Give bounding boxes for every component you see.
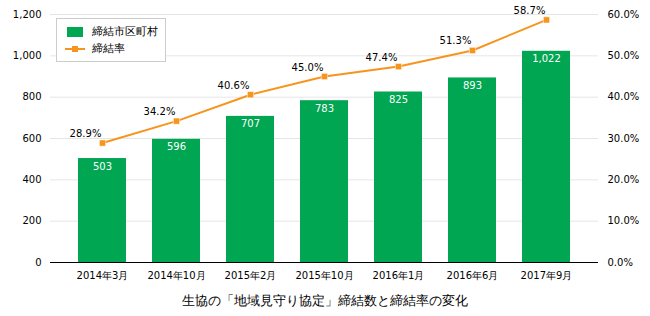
svg-text:45.0%: 45.0% [292, 62, 324, 73]
svg-text:1,022: 1,022 [532, 53, 561, 64]
svg-text:2014年3月: 2014年3月 [77, 270, 129, 281]
svg-text:40.0%: 40.0% [608, 91, 640, 102]
svg-text:2015年2月: 2015年2月 [225, 270, 277, 281]
svg-text:0: 0 [35, 257, 41, 268]
svg-text:20.0%: 20.0% [608, 174, 640, 185]
svg-text:400: 400 [22, 174, 41, 185]
svg-text:600: 600 [22, 133, 41, 144]
svg-text:40.6%: 40.6% [218, 80, 250, 91]
svg-text:893: 893 [463, 80, 482, 91]
svg-text:1,000: 1,000 [13, 50, 42, 61]
html-text:締結市区町村: 締結市区町村 [92, 25, 158, 38]
svg-text:596: 596 [167, 141, 186, 152]
svg-text:28.9%: 28.9% [70, 128, 102, 139]
svg-text:2014年10月: 2014年10月 [147, 270, 205, 281]
svg-text:30.0%: 30.0% [608, 133, 640, 144]
svg-text:1,200: 1,200 [13, 9, 42, 20]
svg-text:503: 503 [93, 161, 112, 172]
svg-text:2015年10月: 2015年10月 [295, 270, 353, 281]
svg-text:10.0%: 10.0% [608, 215, 640, 226]
svg-text:58.7%: 58.7% [514, 5, 546, 16]
svg-text:2016年1月: 2016年1月 [373, 270, 425, 281]
svg-text:47.4%: 47.4% [366, 52, 398, 63]
svg-text:825: 825 [389, 94, 408, 105]
svg-text:800: 800 [22, 91, 41, 102]
svg-text:51.3%: 51.3% [440, 35, 472, 46]
svg-text:2016年6月: 2016年6月 [447, 270, 499, 281]
svg-text:2017年9月: 2017年9月 [521, 270, 573, 281]
svg-text:783: 783 [315, 103, 334, 114]
svg-text:60.0%: 60.0% [608, 9, 640, 20]
html-text:締結率: 締結率 [92, 42, 125, 55]
svg-text:0.0%: 0.0% [608, 257, 633, 268]
svg-text:34.2%: 34.2% [144, 106, 176, 117]
svg-text:707: 707 [241, 118, 260, 129]
svg-text:50.0%: 50.0% [608, 50, 640, 61]
svg-text:200: 200 [22, 215, 41, 226]
html-text:生協の「地域見守り協定」締結数と締結率の変化: 生協の「地域見守り協定」締結数と締結率の変化 [182, 293, 468, 308]
